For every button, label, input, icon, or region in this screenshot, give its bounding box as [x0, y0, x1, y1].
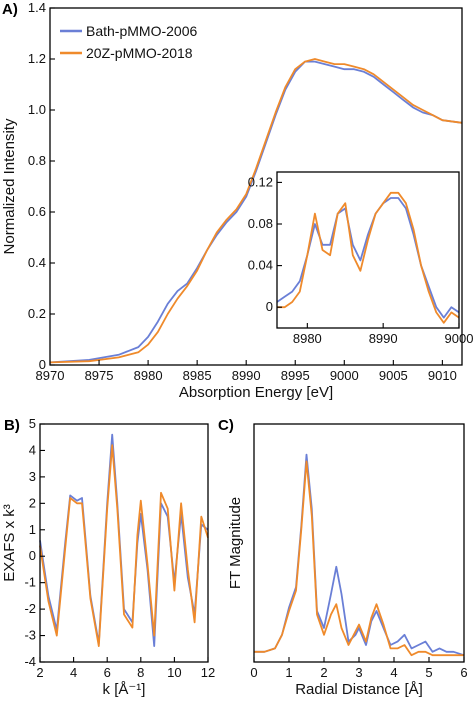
x-tick-label: 5 [425, 665, 432, 680]
legend-entry: Bath-pMMO-2006 [86, 23, 197, 39]
x-tick-label: 8 [137, 665, 144, 680]
x-tick-label: 8990 [232, 368, 261, 383]
panel-label: A) [2, 1, 18, 18]
x-tick-label: 9005 [379, 368, 408, 383]
plot-frame-a_inset [276, 171, 460, 329]
plot-frame-b [39, 423, 209, 663]
x-axis-label: Radial Distance [Å] [295, 681, 423, 698]
series-line-a-2 [49, 58, 463, 364]
x-tick-label: 8970 [36, 368, 65, 383]
y-tick-label: 0.4 [28, 255, 46, 270]
x-tick-label: 9000 [445, 331, 474, 346]
x-tick-label: 9010 [428, 368, 457, 383]
y-tick-label: 1.0 [28, 102, 46, 117]
series-line-c-2 [254, 460, 464, 657]
x-tick-label: 12 [201, 665, 215, 680]
x-axis-label: k [Å⁻¹] [103, 681, 146, 698]
inset-background [277, 172, 459, 328]
y-tick-label: 0 [39, 357, 46, 372]
x-tick-label: 1 [285, 665, 292, 680]
y-axis-label: EXAFS x k³ [1, 504, 18, 582]
x-tick-label: 8990 [369, 331, 398, 346]
y-tick-label: 0.8 [28, 153, 46, 168]
y-tick-label: -2 [24, 601, 36, 616]
y-tick-label: 4 [29, 442, 36, 457]
x-tick-label: 8980 [134, 368, 163, 383]
series-line-a_inset-2 [277, 191, 460, 324]
x-tick-label: 10 [167, 665, 181, 680]
y-axis-label: Normalized Intensity [1, 118, 18, 254]
x-tick-label: 4 [390, 665, 397, 680]
x-tick-label: 9000 [330, 368, 359, 383]
y-tick-label: 1.4 [28, 0, 46, 15]
x-tick-label: 3 [355, 665, 362, 680]
y-tick-label: 0.08 [248, 216, 273, 231]
y-tick-label: 1.2 [28, 51, 46, 66]
panel-label: C) [218, 417, 234, 434]
x-axis-label: Absorption Energy [eV] [179, 384, 333, 401]
x-tick-label: 8975 [85, 368, 114, 383]
x-tick-label: 6 [104, 665, 111, 680]
x-tick-label: 8985 [183, 368, 212, 383]
y-tick-label: 0.2 [28, 306, 46, 321]
series-line-b-2 [39, 444, 209, 647]
x-tick-label: 4 [70, 665, 77, 680]
y-tick-label: 1 [29, 522, 36, 537]
y-tick-label: 0 [266, 299, 273, 314]
x-tick-label: 2 [320, 665, 327, 680]
x-tick-label: 6 [460, 665, 467, 680]
y-tick-label: 3 [29, 469, 36, 484]
y-tick-label: 5 [29, 416, 36, 431]
x-tick-label: 8980 [293, 331, 322, 346]
y-tick-label: -1 [24, 575, 36, 590]
legend-entry: 20Z-pMMO-2018 [86, 45, 193, 61]
y-tick-label: -4 [24, 654, 36, 669]
y-tick-label: 2 [29, 495, 36, 510]
x-tick-label: 0 [250, 665, 257, 680]
x-tick-label: 8995 [281, 368, 310, 383]
y-tick-label: 0 [29, 548, 36, 563]
y-tick-label: 0.12 [248, 174, 273, 189]
y-tick-label: 0.04 [248, 258, 273, 273]
panel-label: B) [4, 417, 20, 434]
series-line-a-1 [49, 60, 463, 364]
y-tick-label: -3 [24, 628, 36, 643]
plot-frame-a [49, 7, 463, 366]
y-tick-label: 0.6 [28, 204, 46, 219]
x-tick-label: 2 [36, 665, 43, 680]
y-axis-label: FT Magnitude [227, 497, 244, 589]
